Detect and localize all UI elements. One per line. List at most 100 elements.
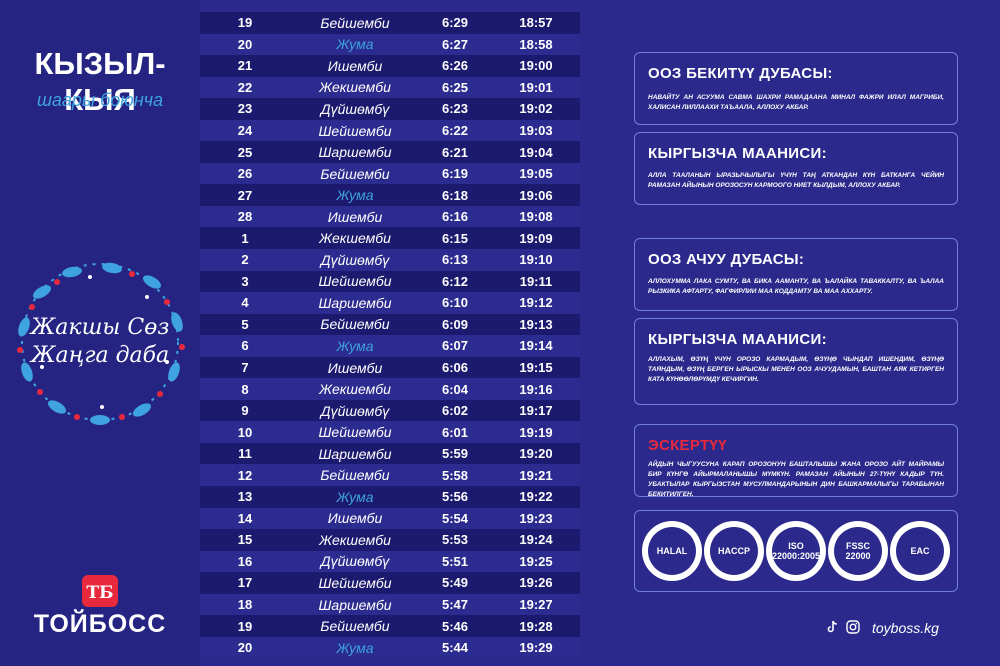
day-cell: 11 bbox=[238, 446, 252, 462]
fast-start-cell: 6:07 bbox=[441, 338, 469, 354]
panel-certifications: HALAL HACCP ISO 22000:2005 FSSC 22000 EAC bbox=[634, 510, 958, 592]
table-row: 1 Жекшемби 6:15 19:09 bbox=[200, 227, 580, 250]
weekday-cell: Ишемби bbox=[327, 57, 383, 74]
table-row: 15 Жекшемби 5:53 19:24 bbox=[200, 529, 580, 551]
weekday-cell: Дүйшөмбү bbox=[320, 402, 390, 419]
certification-badge: EAC bbox=[890, 521, 950, 581]
fast-end-cell: 19:24 bbox=[519, 532, 553, 548]
table-row: 26 Бейшемби 6:19 19:05 bbox=[200, 162, 580, 185]
weekday-cell: Бейшемби bbox=[320, 14, 390, 31]
fast-start-cell: 5:53 bbox=[441, 532, 469, 548]
table-row: 24 Шейшемби 6:22 19:03 bbox=[200, 119, 580, 142]
fast-start-cell: 6:02 bbox=[441, 403, 469, 419]
weekday-cell: Шаршемби bbox=[318, 294, 392, 311]
brand-logo-text: ТБ bbox=[86, 583, 113, 603]
tiktok-icon[interactable] bbox=[826, 620, 840, 634]
fast-start-cell: 5:56 bbox=[441, 489, 469, 505]
day-cell: 2 bbox=[241, 252, 249, 268]
fast-start-cell: 6:13 bbox=[441, 252, 469, 268]
fast-start-cell: 5:59 bbox=[441, 446, 469, 462]
fast-start-cell: 6:27 bbox=[441, 36, 469, 52]
table-row: 4 Шаршемби 6:10 19:12 bbox=[200, 292, 580, 314]
fast-start-cell: 6:21 bbox=[441, 144, 469, 160]
fast-start-cell: 5:46 bbox=[441, 618, 469, 634]
fast-end-cell: 19:02 bbox=[519, 101, 553, 117]
fast-end-cell: 19:08 bbox=[519, 209, 553, 225]
panel-text: НАВАЙТУ АН АСУУМА САВМА ШАХРИ РАМАДААНА … bbox=[648, 94, 944, 111]
table-row: 19 Бейшемби 6:29 18:57 bbox=[200, 12, 580, 34]
panel-title: ЭСКЕРТҮҮ bbox=[648, 437, 727, 454]
day-cell: 25 bbox=[237, 144, 253, 160]
day-cell: 3 bbox=[241, 273, 249, 289]
fast-start-cell: 6:04 bbox=[441, 381, 469, 397]
wreath-text-line2: Жаңга даба bbox=[29, 343, 169, 368]
fast-start-cell: 6:06 bbox=[441, 360, 469, 376]
fast-end-cell: 19:11 bbox=[519, 273, 553, 289]
table-row: 11 Шаршемби 5:59 19:20 bbox=[200, 442, 580, 465]
fast-start-cell: 6:12 bbox=[441, 273, 469, 289]
fast-end-cell: 19:05 bbox=[519, 166, 553, 182]
table-row: 16 Дүйшөмбү 5:51 19:25 bbox=[200, 550, 580, 573]
table-row: 21 Ишемби 6:26 19:00 bbox=[200, 55, 580, 77]
instagram-icon[interactable] bbox=[846, 620, 860, 634]
fast-end-cell: 19:21 bbox=[519, 467, 553, 483]
table-row: 18 Шаршемби 5:47 19:27 bbox=[200, 593, 580, 616]
weekday-cell: Жума bbox=[336, 639, 374, 656]
weekday-cell: Шаршемби bbox=[318, 445, 392, 462]
fast-end-cell: 18:57 bbox=[519, 15, 553, 31]
table-row: 20 Жума 6:27 18:58 bbox=[200, 33, 580, 56]
wreath-text-line1: Жакшы Сөз bbox=[29, 315, 170, 340]
fast-end-cell: 19:26 bbox=[519, 575, 553, 591]
day-cell: 26 bbox=[237, 166, 253, 182]
ramadan-schedule-table: 19 Бейшемби 6:29 18:57 20 Жума 6:27 18:58 21 Ишем… bbox=[200, 12, 580, 659]
certification-label: EAC bbox=[896, 527, 944, 575]
table-row: 17 Шейшемби 5:49 19:26 bbox=[200, 572, 580, 594]
table-row: 10 Шейшемби 6:01 19:19 bbox=[200, 421, 580, 443]
table-row: 8 Жекшемби 6:04 19:16 bbox=[200, 378, 580, 400]
day-cell: 7 bbox=[241, 360, 249, 376]
day-cell: 16 bbox=[237, 553, 253, 569]
table-row: 27 Жума 6:18 19:06 bbox=[200, 184, 580, 206]
fast-end-cell: 19:01 bbox=[519, 79, 553, 95]
panel-suhoor-prayer: ООЗ БЕКИТҮҮ ДУБАСЫ: НАВАЙТУ АН АСУУМА СА… bbox=[634, 52, 958, 125]
fast-start-cell: 6:10 bbox=[441, 295, 469, 311]
fast-start-cell: 5:49 bbox=[441, 575, 469, 591]
certification-badge: HACCP bbox=[704, 521, 764, 581]
social-icons bbox=[826, 620, 860, 634]
fast-end-cell: 19:23 bbox=[519, 510, 553, 526]
fast-start-cell: 6:15 bbox=[441, 230, 469, 246]
panel-text: АЛЛАХЫМ, ӨЗҮҢ ҮЧҮН ОРОЗО КАРМАДЫМ, ӨЗҮҢӨ… bbox=[648, 356, 944, 383]
fast-start-cell: 5:47 bbox=[441, 597, 469, 613]
day-cell: 5 bbox=[241, 316, 249, 332]
fast-end-cell: 19:09 bbox=[519, 230, 553, 246]
fast-end-cell: 19:00 bbox=[519, 58, 553, 74]
table-row: 20 Жума 5:44 19:29 bbox=[200, 636, 580, 659]
table-row: 2 Дүйшөмбү 6:13 19:10 bbox=[200, 249, 580, 271]
fast-end-cell: 19:29 bbox=[519, 640, 553, 656]
day-cell: 21 bbox=[237, 58, 253, 74]
fast-start-cell: 5:44 bbox=[441, 640, 469, 656]
panel-iftar-meaning: КЫРГЫЗЧА МААНИСИ: АЛЛАХЫМ, ӨЗҮҢ ҮЧҮН ОРО… bbox=[634, 318, 958, 405]
website-link[interactable]: toyboss.kg bbox=[872, 620, 939, 636]
day-cell: 20 bbox=[237, 640, 253, 656]
fast-end-cell: 19:03 bbox=[519, 123, 553, 138]
fast-start-cell: 6:22 bbox=[441, 123, 469, 138]
panel-text: АЙДЫН ЧЫГУУСУНА КАРАП ОРОЗОНУН БАШТАЛЫШЫ… bbox=[648, 461, 944, 498]
fast-start-cell: 6:09 bbox=[441, 316, 469, 332]
weekday-cell: Ишемби bbox=[327, 510, 383, 527]
weekday-cell: Дүйшөмбү bbox=[320, 100, 390, 117]
day-cell: 8 bbox=[241, 381, 249, 397]
certification-label: ISO 22000:2005 bbox=[772, 527, 820, 575]
weekday-cell: Бейшемби bbox=[320, 316, 390, 333]
weekday-cell: Бейшемби bbox=[320, 467, 390, 484]
day-cell: 15 bbox=[237, 532, 253, 548]
weekday-cell: Шейшемби bbox=[318, 122, 392, 139]
fast-start-cell: 6:01 bbox=[441, 424, 469, 440]
fast-end-cell: 19:22 bbox=[519, 489, 553, 505]
fast-end-cell: 19:19 bbox=[519, 424, 553, 440]
brand-logo-icon: ТБ bbox=[82, 575, 118, 607]
table-row: 5 Бейшемби 6:09 19:13 bbox=[200, 313, 580, 336]
certification-badge: HALAL bbox=[642, 521, 702, 581]
fast-end-cell: 19:27 bbox=[519, 597, 553, 613]
panel-suhoor-meaning: КЫРГЫЗЧА МААНИСИ: АЛЛА ТААЛАНЫН ЫРАЗЫЧЫЛ… bbox=[634, 132, 958, 205]
